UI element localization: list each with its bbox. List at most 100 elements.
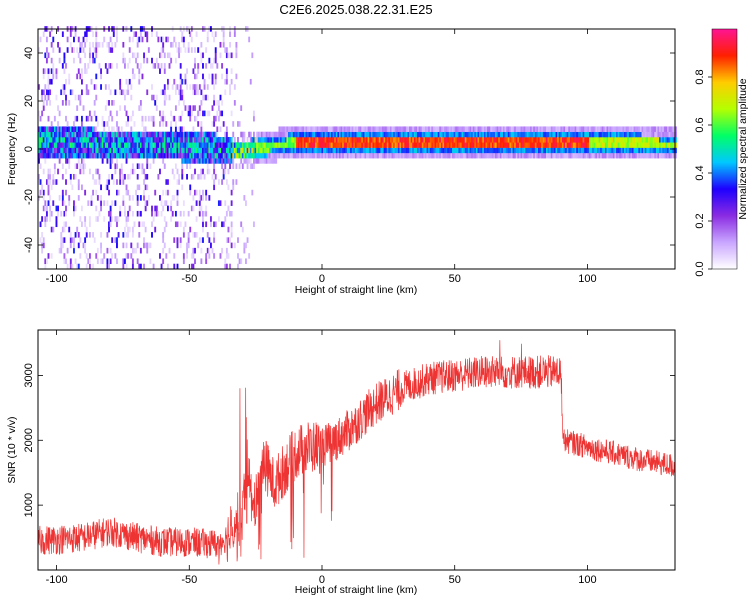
spectrogram-cell (81, 89, 83, 96)
spectrogram-cell (197, 47, 200, 53)
spectrogram-cell (202, 142, 204, 148)
spectrogram-cell (69, 142, 72, 148)
spectrogram-cell (63, 210, 66, 217)
spectrogram-cell (101, 142, 104, 148)
x-tick-label: -100 (46, 273, 68, 285)
spectrogram-cell (380, 131, 383, 138)
spectrogram-cell (267, 142, 270, 148)
spectrogram-cell (52, 137, 55, 143)
spectrogram-cell (472, 131, 475, 138)
spectrogram-cell (125, 142, 128, 148)
spectrogram-cell (45, 126, 48, 133)
spectrogram-cell (61, 126, 64, 133)
spectrogram-cell (573, 137, 575, 143)
spectrogram-cell (458, 142, 461, 148)
spectrogram-cell (227, 237, 230, 243)
spectrogram-cell (130, 142, 133, 148)
spectrogram-cell (389, 147, 392, 154)
spectrogram-cell (120, 89, 123, 96)
spectrogram-cell (232, 147, 235, 154)
spectrogram-cell (417, 131, 419, 138)
spectrogram-cell (146, 89, 149, 96)
spectrogram-cell (77, 131, 80, 138)
spectrogram-cell (563, 142, 566, 148)
spectrogram-cell (225, 263, 228, 270)
spectrogram-cell (563, 137, 566, 143)
spectrogram-cell (413, 152, 416, 159)
spectrogram-cell (163, 142, 166, 148)
spectrogram-cell (272, 137, 274, 143)
spectrogram-cell (127, 253, 130, 259)
spectrogram-cell (103, 137, 106, 143)
spectrogram-cell (265, 158, 268, 164)
spectrogram-cell (211, 247, 214, 254)
spectrogram-cell (138, 232, 141, 238)
spectrogram-cell (299, 147, 302, 154)
spectrogram-cell (84, 163, 87, 169)
spectrogram-cell (182, 147, 185, 154)
spectrogram-cell (200, 126, 203, 133)
spectrogram-cell (160, 200, 163, 206)
spectrogram-cell (611, 126, 614, 133)
colorbar-tick-label: 0.0 (694, 261, 706, 276)
spectrogram-cell (111, 237, 114, 243)
spectrogram-cell (514, 147, 517, 154)
spectrogram-cell (174, 210, 177, 217)
spectrogram-cell (560, 137, 563, 143)
spectrogram-cell (103, 253, 106, 259)
spectrogram-cell (92, 31, 95, 37)
spectrogram-cell (581, 142, 583, 148)
spectrogram-cell (61, 100, 64, 106)
spectrogram-cell (522, 147, 525, 154)
spectrogram-cell (574, 152, 577, 159)
spectrogram-cell (53, 137, 56, 143)
spectrogram-cell (300, 142, 303, 148)
spectrogram-cell (230, 226, 233, 233)
spectrogram-cell (635, 126, 638, 133)
spectrogram-cell (47, 142, 50, 148)
spectrogram-cell (311, 152, 314, 159)
spectrogram-cell (146, 200, 149, 206)
spectrogram-cell (106, 68, 109, 74)
spectrogram-cell (453, 137, 456, 143)
spectrogram-cell (332, 152, 335, 159)
spectrogram-cell (240, 147, 243, 154)
spectrogram-cell (316, 152, 319, 159)
spectrogram-cell (60, 232, 63, 238)
spectrogram-cell (230, 110, 233, 117)
spectrogram-cell (108, 41, 110, 48)
spectrogram-cell (178, 131, 181, 138)
spectrogram-cell (229, 158, 231, 164)
spectrogram-cell (302, 131, 305, 138)
spectrogram-cell (550, 131, 553, 138)
spectrogram-cell (74, 152, 77, 159)
spectrogram-cell (87, 89, 90, 96)
spectrogram-cell (127, 173, 130, 180)
spectrogram-cell (65, 152, 67, 159)
spectrogram-cell (203, 158, 206, 164)
spectrogram-cell (227, 226, 230, 233)
spectrogram-cell (348, 131, 351, 138)
spectrogram-cell (109, 163, 112, 169)
spectrogram-cell (162, 131, 165, 138)
spectrogram-cell (407, 152, 410, 159)
spectrogram-cell (50, 147, 53, 154)
spectrogram-cell (84, 137, 87, 143)
spectrogram-cell (39, 147, 42, 154)
spectrogram-cell (119, 152, 122, 159)
spectrogram-cell (130, 115, 133, 122)
spectrogram-cell (579, 142, 582, 148)
spectrogram-cell (367, 152, 370, 159)
spectrogram-cell (464, 142, 467, 148)
spectrogram-cell (221, 247, 224, 254)
y-tick-label: 20 (23, 95, 35, 107)
spectrogram-cell (122, 142, 125, 148)
spectrogram-cell (131, 68, 134, 74)
spectrogram-cell (413, 131, 416, 138)
spectrogram-cell (39, 36, 42, 43)
spectrogram-cell (197, 137, 200, 143)
spectrogram-cell (230, 189, 233, 196)
spectrogram-cell (501, 131, 504, 138)
spectrogram-cell (252, 158, 255, 164)
spectrogram-cell (205, 131, 208, 138)
